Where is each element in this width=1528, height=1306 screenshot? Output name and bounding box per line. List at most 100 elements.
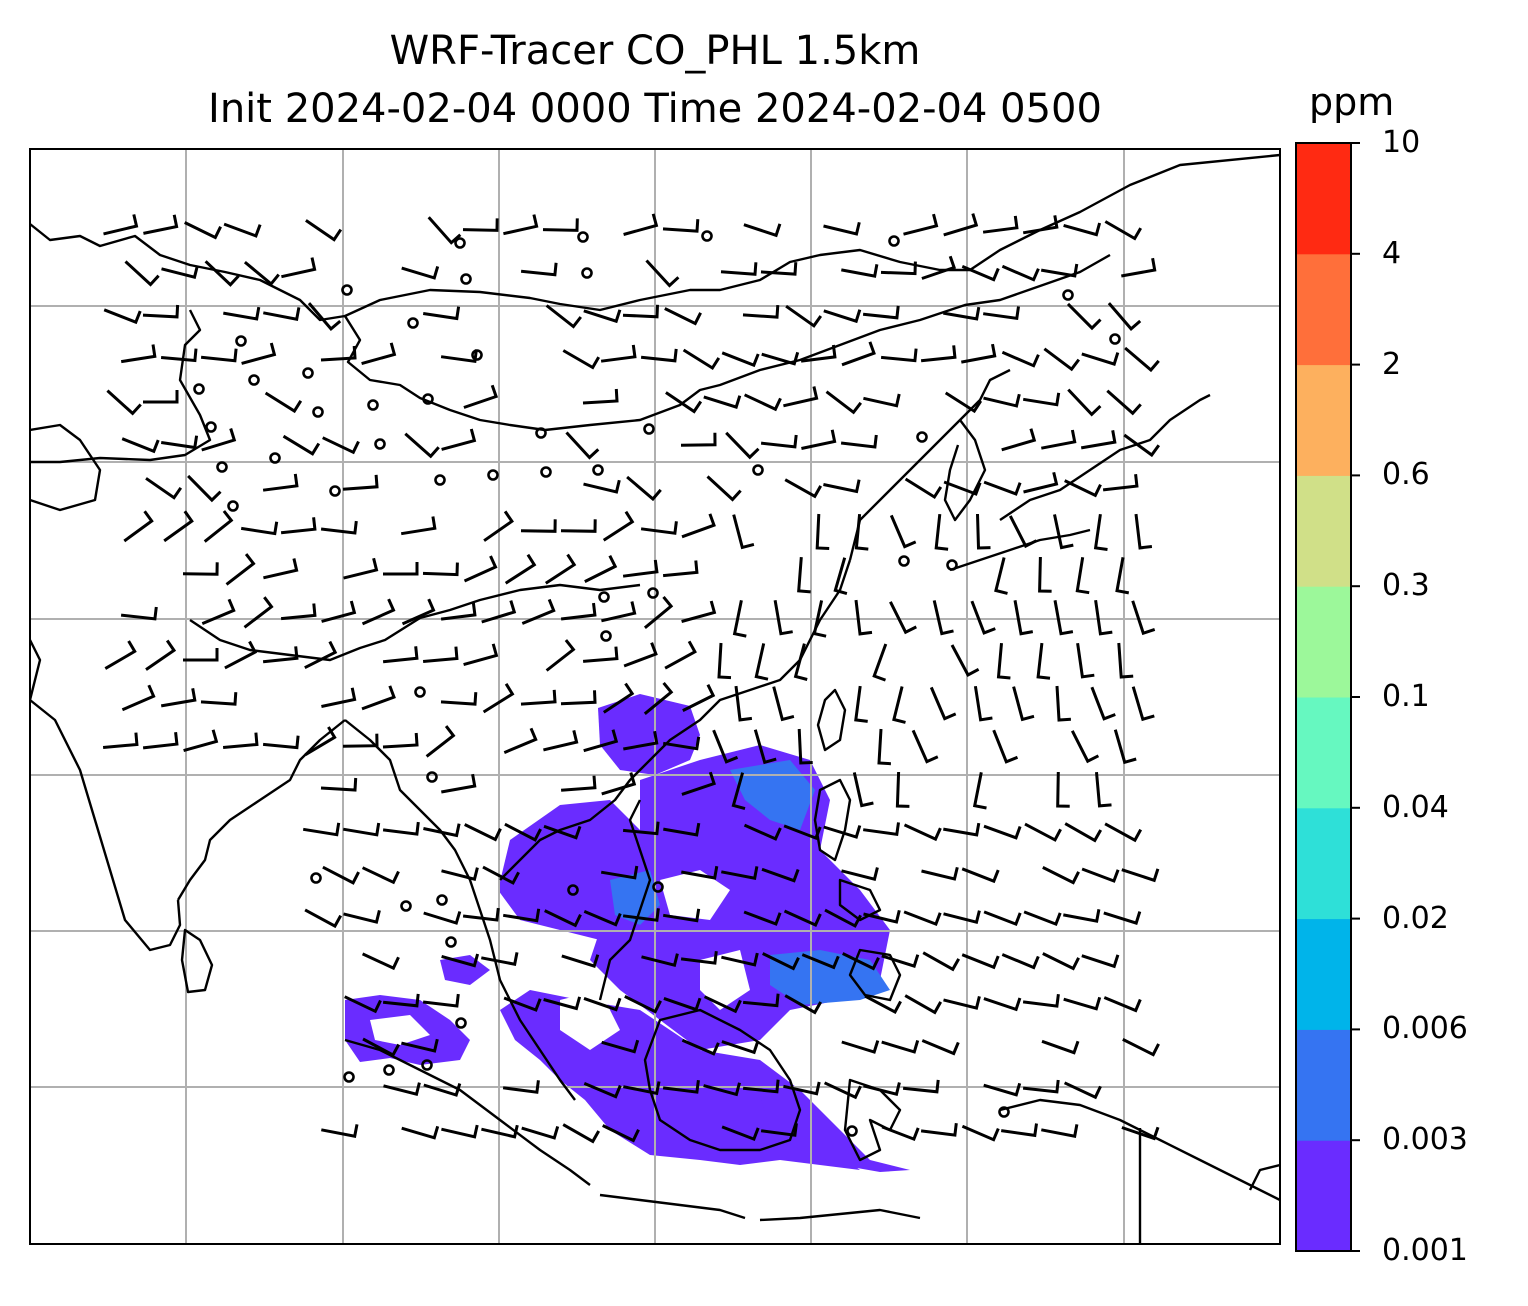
coastline [599,1193,746,1220]
wind-barb [441,867,479,882]
wind-barb [464,823,502,842]
wind-barb [441,1124,479,1139]
wind-barb [862,305,900,320]
wind-barb [841,341,876,367]
coastline [843,1078,902,1162]
wind-barb [643,595,674,629]
wind-barb [481,600,517,624]
plume-area [440,955,490,985]
wind-barb [961,953,1000,970]
colorbar-band [1296,143,1351,255]
wind-barb-calm [407,317,419,329]
wind-barb [160,348,198,363]
wind-barb [262,735,300,750]
wind-barb-calm [227,500,239,512]
wind-barb-calm [898,555,910,567]
wind-barb [201,428,237,452]
coastlines [30,153,1280,1244]
wind-barb [601,1039,640,1054]
wind-barb [382,732,419,749]
wind-barb [854,685,868,723]
wind-barb [1053,600,1074,636]
wind-barb [1080,430,1117,450]
wind-barb [343,557,379,580]
wind-barb [382,821,420,836]
wind-barb [423,911,462,925]
wind-barb [401,598,436,626]
wind-barb-calm [421,1059,433,1071]
wind-barb [1022,215,1059,235]
wind-barb [721,351,760,368]
wind-barb [503,214,539,236]
wind-barb [1064,479,1102,498]
wind-barb [223,306,261,321]
wind-barb [544,553,577,585]
wind-barb-calm [916,431,928,443]
coastline [943,419,987,522]
wind-barb [961,867,1000,884]
wind-barb [343,910,381,924]
wind-barb [721,952,759,967]
wind-barb [881,1125,920,1142]
wind-barb [307,302,342,332]
coastline [30,309,212,464]
wind-barb [361,685,396,711]
wind-barb [142,304,180,319]
colorbar-tick-label: 0.001 [1382,1233,1468,1268]
wind-barb [1013,600,1034,636]
wind-barb [624,995,662,1014]
wind-barb [921,255,957,280]
wind-barb [383,1082,421,1097]
wind-barb [1067,388,1102,417]
coastline [643,1008,802,1152]
wind-barb [1093,513,1108,551]
wind-barb [1036,642,1051,680]
wind-barb [1117,642,1134,679]
wind-barb [681,513,716,539]
wind-barb [400,516,437,536]
wind-barb [383,562,419,576]
wind-barb [881,954,920,968]
wind-barb [920,345,957,363]
wind-barb [824,908,862,928]
wind-barb [263,558,299,580]
wind-barb [320,520,358,535]
wind-barb [815,513,830,550]
wind-barb-calm [216,461,228,473]
wind-barb-calm [888,235,900,247]
wind-barb [1056,771,1070,808]
wind-barb [262,646,299,664]
wind-barb [880,348,918,363]
wind-barb [643,681,674,715]
wind-barb [440,692,478,706]
wind-barb [1001,428,1037,452]
colorbar-tick-label: 0.6 [1382,457,1430,493]
wind-barb [944,391,983,414]
wind-barb [622,559,659,578]
wind-barb [1115,557,1130,595]
wind-barb [103,214,139,236]
wind-barb [892,686,906,724]
wind-barb [772,686,795,722]
wind-barb [361,866,400,885]
wind-barb [783,1081,821,1096]
wind-barb [200,348,238,363]
gridlines [30,149,1280,1244]
wind-barb [1090,686,1116,721]
wind-barb [920,1123,958,1137]
wind-barb [840,434,878,449]
wind-barb [240,521,279,536]
plume-area [770,950,890,1005]
colorbar-band [1296,918,1351,1030]
wind-barb [262,473,299,492]
wind-barb [1081,352,1120,366]
coastline [848,948,902,1002]
wind-barb [961,1124,1000,1142]
wind-barb [841,867,879,882]
wind-barb [961,343,997,364]
wind-barb-calm [302,367,314,379]
wind-barb [682,348,721,371]
wind-barb [184,221,222,240]
wind-barb [983,1082,1022,1097]
wind-barb [1104,220,1142,241]
